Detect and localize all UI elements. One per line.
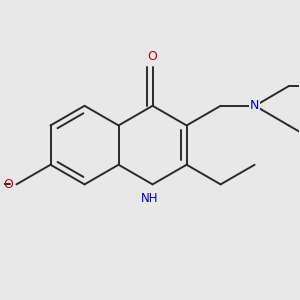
Text: O: O xyxy=(3,178,13,191)
Text: NH: NH xyxy=(141,192,158,205)
Text: O: O xyxy=(148,50,158,63)
Text: N: N xyxy=(250,99,259,112)
Text: N: N xyxy=(250,99,259,112)
